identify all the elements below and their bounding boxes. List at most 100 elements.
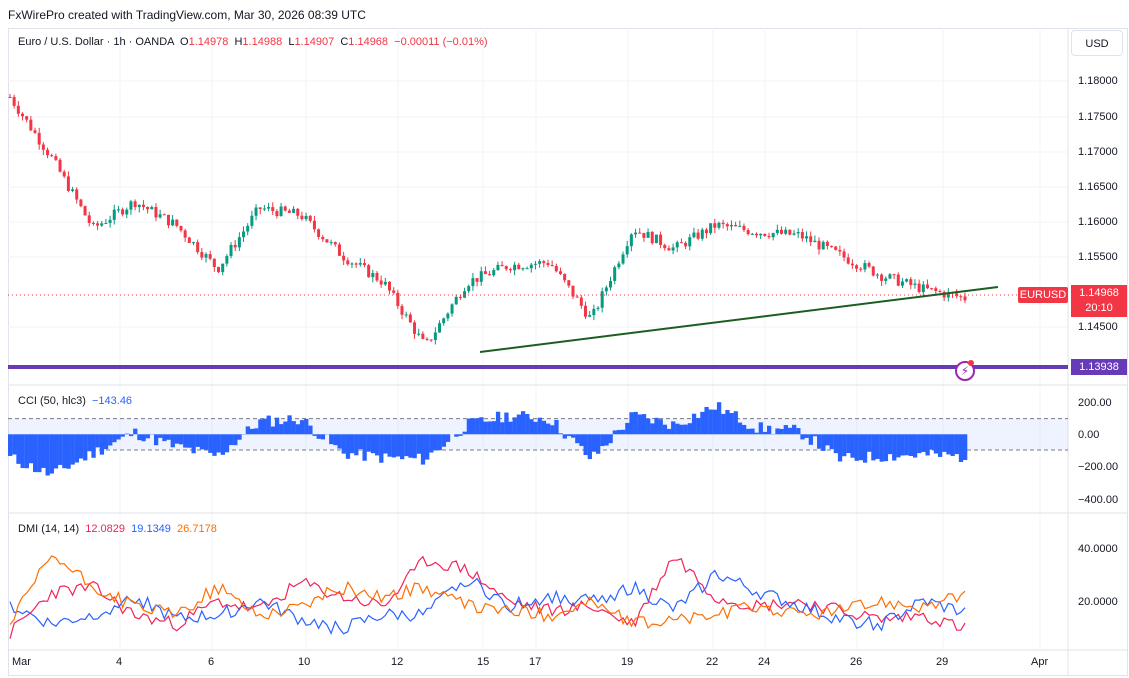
cci-bar <box>837 434 843 462</box>
time-tick: 17 <box>529 656 542 668</box>
dmi-legend[interactable]: DMI (14, 14) 12.0829 19.1349 26.7178 <box>18 523 217 535</box>
candle-body <box>367 265 371 278</box>
candle-body <box>58 159 62 172</box>
candle-body <box>62 171 66 177</box>
cci-bar <box>875 434 880 459</box>
cci-bar <box>400 434 405 460</box>
candle-body <box>700 229 704 239</box>
cci-bar <box>470 418 476 435</box>
candle-body <box>805 236 809 239</box>
candle-body <box>271 207 275 212</box>
candle-body <box>692 232 696 238</box>
candle-body <box>546 263 550 265</box>
candle-body <box>483 271 487 275</box>
candle-body <box>129 201 133 210</box>
candle-body <box>471 278 475 287</box>
cci-bar <box>404 434 409 457</box>
candle-body <box>46 149 50 156</box>
price-tick: 1.16000 <box>1078 216 1118 228</box>
candle-body <box>371 272 375 278</box>
cci-bar <box>904 434 909 456</box>
cci-bar <box>600 434 605 447</box>
cci-bar <box>529 419 534 435</box>
cci-tick: −200.00 <box>1078 461 1119 473</box>
cci-bar <box>174 434 180 444</box>
candle-body <box>175 219 179 226</box>
cci-bar <box>412 434 417 459</box>
cci-bar <box>533 421 538 435</box>
candle-body <box>191 242 195 244</box>
candle-body <box>604 287 608 292</box>
candle-body <box>150 207 154 210</box>
candle-body <box>258 207 262 210</box>
cci-bar <box>99 434 105 455</box>
candle-body <box>229 244 233 257</box>
cci-bar <box>204 434 209 450</box>
cci-bar <box>287 415 292 435</box>
time-tick: 4 <box>116 656 123 668</box>
candle-body <box>521 268 525 270</box>
candle-body <box>354 263 358 265</box>
candle-body <box>880 274 884 281</box>
candle-body <box>8 96 12 98</box>
candle-body <box>533 263 537 265</box>
candle-body <box>767 235 771 238</box>
cci-bar <box>362 434 367 461</box>
candle-body <box>104 222 108 224</box>
candle-body <box>417 333 421 335</box>
cci-bar <box>141 434 146 442</box>
candle-body <box>21 113 25 117</box>
attribution-header: FxWirePro created with TradingView.com, … <box>0 0 1129 28</box>
candle-body <box>659 234 663 245</box>
currency-button[interactable]: USD <box>1071 30 1123 56</box>
candle-body <box>775 229 779 234</box>
cci-bar <box>963 434 968 461</box>
candle-body <box>780 229 784 234</box>
candle-body <box>41 144 45 150</box>
candle-body <box>642 232 646 238</box>
cci-bar <box>245 426 251 435</box>
candle-body <box>50 155 54 157</box>
candle-body <box>863 263 867 270</box>
high-value: 1.14988 <box>242 36 283 48</box>
cci-bar <box>199 434 205 450</box>
candle-body <box>959 296 963 298</box>
dmi-label: DMI (14, 14) <box>18 523 80 535</box>
symbol-description[interactable]: Euro / U.S. Dollar · 1h · OANDA <box>18 36 174 48</box>
chart-frame[interactable] <box>8 28 1128 676</box>
candle-body <box>725 224 729 227</box>
candle-body <box>91 222 95 224</box>
cci-bar <box>316 434 321 439</box>
cci-bar <box>124 433 130 435</box>
candle-body <box>196 242 200 253</box>
cci-bar <box>379 434 384 463</box>
close-value: 1.14968 <box>348 36 389 48</box>
price-tick: 1.18000 <box>1078 75 1118 87</box>
last-price-tag: 1.14968 20:10 <box>1071 285 1127 317</box>
candle-body <box>29 119 33 131</box>
lightning-alert-icon[interactable]: ⚡ <box>955 361 975 381</box>
cci-bar <box>937 434 943 457</box>
cci-bar <box>883 434 889 462</box>
candle-body <box>688 237 692 247</box>
cci-bar <box>462 431 467 435</box>
cci-bar <box>349 434 355 454</box>
support-price-tag: 1.13938 <box>1071 359 1127 375</box>
candle-body <box>746 230 750 235</box>
candle-body <box>16 105 20 114</box>
cci-legend[interactable]: CCI (50, hlc3) −143.46 <box>18 395 132 407</box>
cci-bar <box>137 434 142 441</box>
di-minus-line <box>9 569 966 635</box>
candle-body <box>212 258 216 268</box>
candle-body <box>704 229 708 234</box>
cci-tick: 200.00 <box>1078 397 1112 409</box>
candle-body <box>317 229 321 237</box>
adx-value: 26.7178 <box>177 523 217 535</box>
cci-bar <box>608 434 613 444</box>
candle-body <box>813 240 817 243</box>
cci-bar <box>254 428 259 435</box>
candle-body <box>292 208 296 213</box>
candle-body <box>654 234 658 244</box>
cci-bar <box>729 413 734 435</box>
